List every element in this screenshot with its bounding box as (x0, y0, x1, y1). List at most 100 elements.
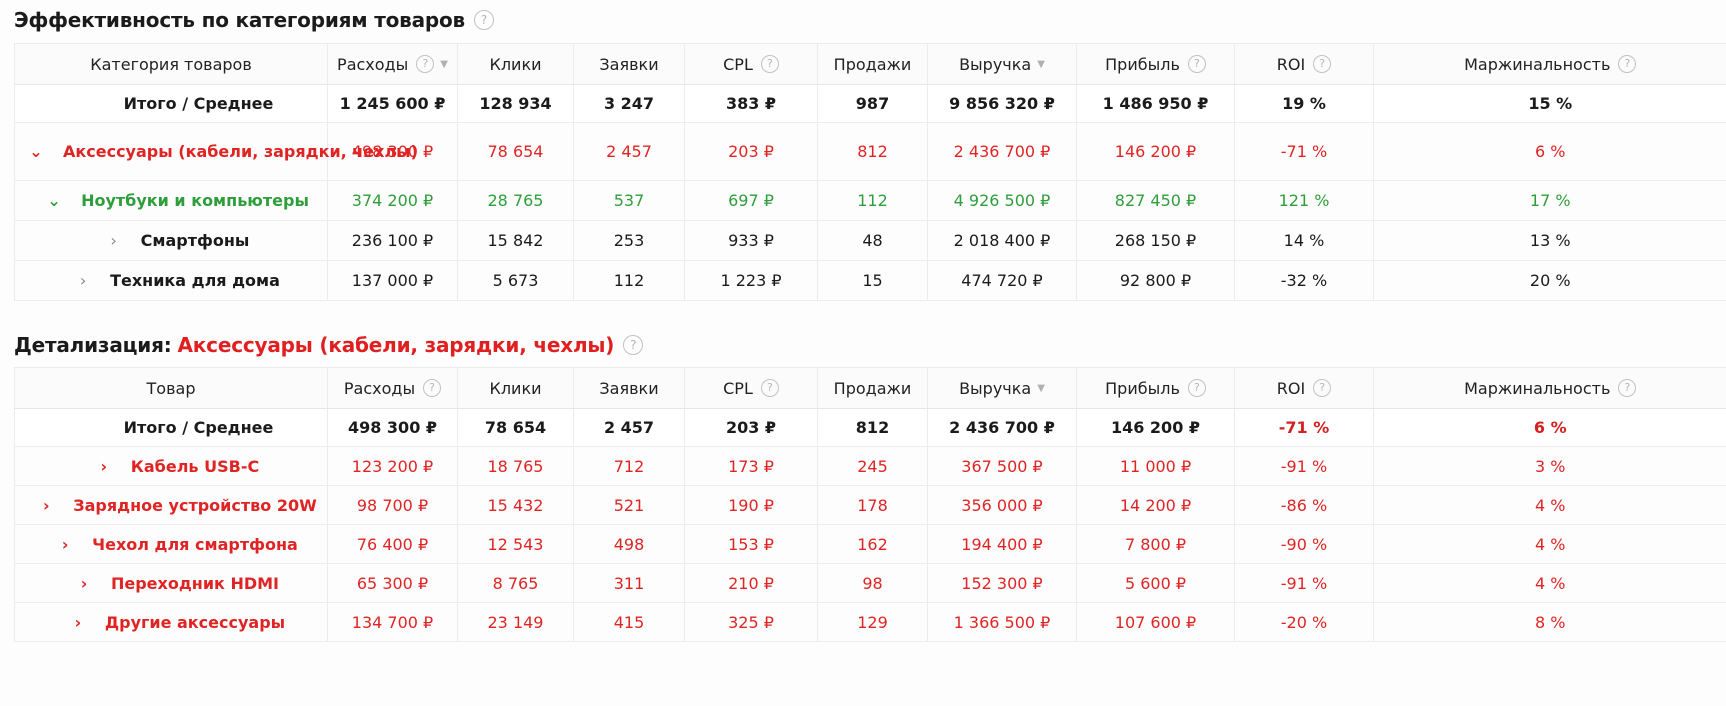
column-header-content: Расходы? (344, 379, 442, 398)
help-icon[interactable]: ? (1618, 55, 1637, 73)
sort-desc-icon[interactable]: ▼ (1037, 382, 1045, 394)
column-header-content: Клики (489, 55, 541, 74)
column-header[interactable]: Категория товаров (14, 43, 328, 85)
help-icon[interactable]: ? (760, 379, 779, 397)
column-header[interactable]: Расходы? ▼ (327, 43, 458, 85)
chevron-right-icon[interactable]: › (61, 534, 69, 554)
total-cell: 128 934 (457, 84, 574, 123)
help-icon[interactable]: ? (423, 379, 442, 397)
help-icon[interactable]: ? (1313, 379, 1332, 397)
column-header[interactable]: Клики (457, 43, 574, 85)
table-cell: 13 % (1373, 220, 1726, 261)
table-row[interactable]: › Чехол для смартфона 76 400 ₽12 543 498 153… (14, 524, 1726, 564)
table-row[interactable]: › Зарядное устройство 20W 98 700 ₽15 432 52… (14, 485, 1726, 525)
table-row[interactable]: › Переходник HDMI 65 300 ₽8 765 311 210 ₽98 1… (14, 563, 1726, 603)
sort-desc-icon[interactable]: ▼ (1037, 58, 1045, 70)
column-header[interactable]: ROI? (1234, 367, 1374, 409)
column-header[interactable]: Выручка ▼ (927, 43, 1077, 85)
column-header-content: CPL? (723, 379, 779, 398)
column-header[interactable]: Заявки (573, 43, 685, 85)
column-header-content: Клики (489, 379, 541, 398)
column-header[interactable]: Маржинальность? (1373, 367, 1726, 409)
help-icon[interactable]: ? (1187, 55, 1206, 73)
table-cell: 129 (817, 602, 928, 642)
total-cell: 812 (817, 408, 928, 447)
table-cell: 203 ₽ (684, 122, 818, 181)
total-cell: -71 % (1234, 408, 1374, 447)
table-cell: 521 (573, 485, 685, 525)
table-cell: 4 % (1373, 524, 1726, 564)
chevron-right-icon[interactable]: › (100, 456, 108, 476)
table-cell: 697 ₽ (684, 180, 818, 221)
table-cell: 78 654 (457, 122, 574, 181)
help-icon[interactable]: ? (623, 335, 644, 355)
row-label-cell: › Техника для дома (14, 260, 328, 301)
chevron-right-icon[interactable]: › (110, 231, 117, 250)
table-cell: 245 (817, 446, 928, 486)
column-header[interactable]: Выручка ▼ (927, 367, 1077, 409)
help-icon[interactable]: ? (474, 10, 494, 30)
column-header[interactable]: Прибыль? (1076, 43, 1235, 85)
row-label: Переходник HDMI (110, 573, 280, 593)
table-cell: 325 ₽ (684, 602, 818, 642)
help-icon[interactable]: ? (1313, 55, 1332, 73)
table-row[interactable]: ⌄ Аксессуары (кабели, зарядки, чехлы) 498 … (14, 122, 1726, 181)
table-cell: 112 (573, 260, 685, 301)
help-icon[interactable]: ? (760, 55, 779, 73)
table-row[interactable]: › Техника для дома 137 000 ₽5 673 112 1 223 … (14, 260, 1726, 301)
row-label: Ноутбуки и компьютеры (81, 191, 309, 210)
table-cell: 415 (573, 602, 685, 642)
category-table: Категория товаров Расходы? ▼ Клики Заявки CPL… (14, 43, 1726, 301)
table-row[interactable]: › Другие аксессуары 134 700 ₽23 149 415 325 … (14, 602, 1726, 642)
column-header-content: Продажи (834, 55, 912, 74)
column-header-label: ROI (1276, 54, 1306, 74)
total-cell: 15 % (1373, 84, 1726, 123)
help-icon[interactable]: ? (1187, 379, 1206, 397)
row-label-cell: › Зарядное устройство 20W (14, 485, 328, 525)
column-header-content: Товар (147, 379, 196, 398)
table-cell: 367 500 ₽ (927, 446, 1077, 486)
column-header-label: ROI (1276, 378, 1306, 398)
column-header[interactable]: Заявки (573, 367, 685, 409)
help-icon[interactable]: ? (416, 55, 435, 73)
column-header-content: Выручка ▼ (959, 55, 1045, 74)
chevron-right-icon[interactable]: › (80, 573, 88, 593)
column-header-content: Выручка ▼ (959, 379, 1045, 398)
column-header[interactable]: Прибыль? (1076, 367, 1235, 409)
total-row: Итого / Среднее 498 300 ₽78 654 2 457 203 ₽… (14, 408, 1726, 447)
table-row[interactable]: › Смартфоны 236 100 ₽15 842 253 933 ₽48 2 018… (14, 220, 1726, 261)
column-header[interactable]: ROI? (1234, 43, 1374, 85)
column-header-content: Прибыль? (1105, 379, 1206, 398)
column-header-content: CPL? (723, 55, 779, 74)
total-cell: 987 (817, 84, 928, 123)
column-header[interactable]: Продажи (817, 367, 928, 409)
chevron-down-icon[interactable]: ⌄ (47, 191, 61, 210)
sort-desc-icon[interactable]: ▼ (440, 58, 448, 70)
column-header-content: Маржинальность? (1464, 55, 1637, 74)
column-header[interactable]: Продажи (817, 43, 928, 85)
column-header[interactable]: Товар (14, 367, 328, 409)
column-header[interactable]: Клики (457, 367, 574, 409)
chevron-right-icon[interactable]: › (74, 612, 82, 632)
help-icon[interactable]: ? (1618, 379, 1637, 397)
row-label: Другие аксессуары (104, 612, 286, 632)
chevron-down-icon[interactable]: ⌄ (29, 142, 43, 161)
table-cell: 827 450 ₽ (1076, 180, 1235, 221)
column-header[interactable]: CPL? (684, 43, 818, 85)
chevron-right-icon[interactable]: › (79, 271, 87, 290)
table-row[interactable]: › Кабель USB-C 123 200 ₽18 765 712 173 ₽245 3… (14, 446, 1726, 486)
table-cell: 76 400 ₽ (327, 524, 458, 564)
total-cell: 1 486 950 ₽ (1076, 84, 1235, 123)
table-cell: 498 (573, 524, 685, 564)
table-cell: 268 150 ₽ (1076, 220, 1235, 261)
row-label-cell: › Кабель USB-C (14, 446, 328, 486)
column-header-label: Расходы (337, 54, 409, 74)
column-header[interactable]: CPL? (684, 367, 818, 409)
column-header-label: Прибыль (1105, 54, 1180, 74)
chevron-right-icon[interactable]: › (42, 495, 50, 515)
total-label: Итого / Среднее (14, 408, 328, 447)
table-cell: 146 200 ₽ (1076, 122, 1235, 181)
table-row[interactable]: ⌄ Ноутбуки и компьютеры 374 200 ₽28 765 537… (14, 180, 1726, 221)
column-header[interactable]: Маржинальность? (1373, 43, 1726, 85)
column-header[interactable]: Расходы? (327, 367, 458, 409)
